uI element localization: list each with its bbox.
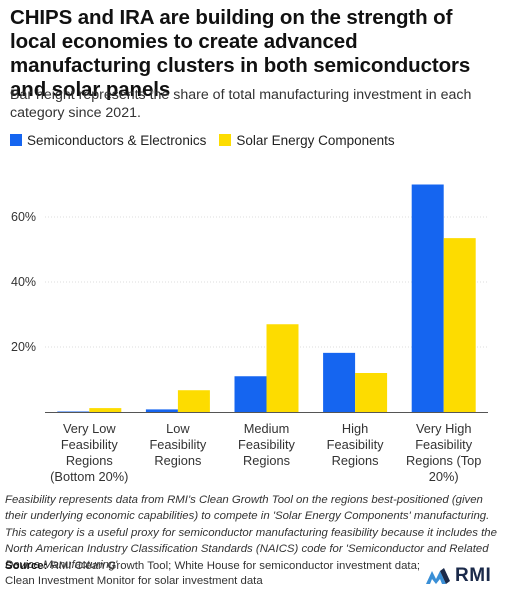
legend-item-semiconductors: Semiconductors & Electronics — [10, 133, 206, 148]
y-tick-label: 20% — [11, 340, 36, 354]
legend-swatch-semiconductors — [10, 134, 22, 146]
x-tick-label-line: Feasibility — [238, 437, 295, 452]
x-tick-label-line: Regions — [243, 453, 290, 468]
bar-solar — [177, 390, 210, 412]
bar-semiconductors — [323, 352, 356, 412]
x-tick-label-line: Feasibility — [61, 437, 118, 452]
source-note: Source: RMI Clean Growth Tool; White Hou… — [5, 559, 425, 589]
x-tick-label-line: Very High — [416, 421, 471, 436]
bar-chart: 20%40%60%Very Low Feasibility Regions (Bott… — [11, 184, 488, 484]
bar-semiconductors — [145, 409, 178, 412]
bar-solar — [355, 373, 388, 412]
x-tick-label-line: Feasibility — [149, 437, 206, 452]
rmi-logo: RMI — [426, 565, 506, 587]
bar-solar — [443, 238, 476, 412]
source-text: RMI Clean Growth Tool; White House for s… — [5, 560, 421, 587]
bar-semiconductors — [57, 411, 90, 412]
x-tick-label-line: Medium — [244, 421, 290, 436]
x-tick-label-line: Regions — [332, 453, 379, 468]
x-tick-label-line: Feasibility — [327, 437, 384, 452]
legend: Semiconductors & Electronics Solar Energ… — [10, 131, 408, 149]
x-tick-label-line: Regions — [66, 453, 113, 468]
rmi-logo-icon — [426, 568, 450, 584]
x-tick-label-line: 20%) — [429, 469, 459, 484]
bar-solar — [266, 324, 299, 412]
source-label: Source: — [5, 560, 48, 572]
bar-semiconductors — [411, 184, 444, 412]
x-tick-label-line: High — [342, 421, 368, 436]
y-tick-label: 60% — [11, 210, 36, 224]
legend-label-solar: Solar Energy Components — [236, 132, 395, 148]
chart-subtitle: Bar height represents the share of total… — [10, 87, 472, 121]
x-tick-label: Very Low Feasibility Regions (Bottom 20%) — [50, 421, 128, 484]
legend-item-solar: Solar Energy Components — [219, 132, 395, 148]
rmi-logo-text: RMI — [455, 565, 492, 586]
legend-label-semiconductors: Semiconductors & Electronics — [27, 132, 207, 148]
chart-title: CHIPS and IRA are building on the streng… — [10, 6, 471, 101]
x-tick-label: Low Feasibility Regions — [149, 421, 206, 468]
x-tick-label-line: Feasibility — [415, 437, 472, 452]
x-tick-label-line: Regions — [154, 453, 201, 468]
legend-swatch-solar — [219, 134, 232, 146]
x-tick-label: Medium Feasibility Regions — [238, 421, 295, 468]
x-tick-label: Very High Feasibility Regions (Top 20%) — [406, 421, 481, 484]
x-tick-label-line: Regions (Top — [406, 453, 481, 468]
bar-semiconductors — [234, 376, 267, 412]
y-tick-label: 40% — [11, 275, 36, 289]
bar-solar — [89, 408, 122, 412]
x-tick-label-line: Low — [166, 421, 190, 436]
methodology-note: Feasibility represents data from RMI's C… — [5, 494, 497, 572]
x-tick-label: High Feasibility Regions — [327, 421, 384, 468]
x-tick-label-line: Very Low — [63, 421, 116, 436]
x-tick-label-line: (Bottom 20%) — [50, 469, 128, 484]
